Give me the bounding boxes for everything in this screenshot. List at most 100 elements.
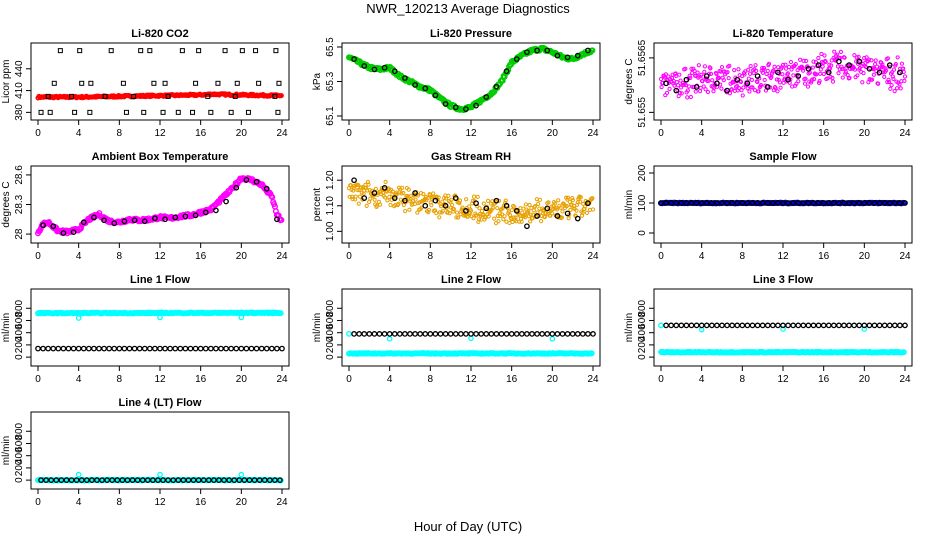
li-820-co2-plot-frame xyxy=(30,42,290,121)
line-4-lt-flow-point xyxy=(134,477,141,483)
gas-stream-rh-point xyxy=(463,208,469,214)
li-820-temperature-point xyxy=(765,68,770,73)
ambient-box-temperature-xtick-label: 24 xyxy=(276,251,288,262)
line-2-flow-point xyxy=(524,331,530,337)
li-820-co2-point xyxy=(234,80,240,86)
li-820-temperature-xtick-label: 16 xyxy=(818,128,830,139)
gas-stream-rh-point xyxy=(372,197,377,202)
gas-stream-rh-point xyxy=(390,189,396,194)
li-820-temperature-point xyxy=(830,79,836,84)
sample-flow-point xyxy=(836,200,842,206)
ambient-box-temperature-point xyxy=(202,209,209,216)
line-1-flow-point xyxy=(70,345,77,352)
li-820-pressure-series-green-line xyxy=(346,44,596,114)
sample-flow-point xyxy=(719,200,725,206)
line-3-flow-point xyxy=(703,322,710,329)
line-4-lt-flow-point xyxy=(272,477,278,483)
line-3-flow-point xyxy=(810,322,817,329)
li-820-temperature-point xyxy=(754,73,761,79)
sample-flow-point xyxy=(764,200,771,206)
line-4-lt-flow-point xyxy=(226,477,232,483)
line-2-flow-point xyxy=(361,331,368,337)
li-820-co2-point xyxy=(208,109,214,115)
gas-stream-rh-point xyxy=(350,196,355,202)
ambient-box-temperature-point xyxy=(253,178,260,185)
li-820-temperature-point xyxy=(795,73,802,79)
gas-stream-rh-point xyxy=(566,216,571,221)
li-820-pressure-ytick-label: 65.1 xyxy=(325,106,336,126)
li-820-pressure-point xyxy=(371,66,378,73)
li-820-pressure-point xyxy=(381,64,388,71)
li-820-temperature-point xyxy=(711,89,716,94)
gas-stream-rh-point xyxy=(513,208,520,214)
ambient-box-temperature-point xyxy=(131,217,138,224)
line-2-flow-point xyxy=(468,331,474,337)
li-820-temperature-point xyxy=(741,85,746,90)
li-820-pressure-point xyxy=(554,52,561,59)
line-1-flow-point xyxy=(228,345,235,352)
li-820-co2-point xyxy=(232,93,238,99)
sample-flow-point xyxy=(785,200,791,206)
gas-stream-rh-point xyxy=(553,201,558,206)
li-820-temperature-point xyxy=(696,63,701,68)
line-3-flow-point xyxy=(673,322,680,329)
line-2-flow-point xyxy=(442,331,449,337)
li-820-temperature-point xyxy=(897,69,903,76)
line-4-lt-flow-point xyxy=(190,477,197,483)
line-3-flow-point xyxy=(841,322,847,329)
line-4-lt-flow-point xyxy=(165,477,171,483)
li-820-temperature-point xyxy=(783,62,788,67)
gas-stream-rh-point xyxy=(474,213,479,218)
gas-stream-rh-point xyxy=(356,201,361,206)
line-1-flow-xtick-label: 0 xyxy=(35,374,41,385)
line-4-lt-flow-point xyxy=(221,477,227,483)
sample-flow-series-black-circle xyxy=(658,200,908,206)
gas-stream-rh-point xyxy=(449,197,454,202)
li-820-co2-point xyxy=(196,48,202,54)
gas-stream-rh-point xyxy=(351,177,357,184)
li-820-temperature-point xyxy=(902,78,907,83)
figure-title: NWR_120213 Average Diagnostics xyxy=(366,1,570,16)
ambient-box-temperature-point xyxy=(141,218,148,225)
line-4-lt-flow-point xyxy=(241,477,248,483)
li-820-temperature-point xyxy=(815,62,822,69)
line-2-flow-point xyxy=(437,331,444,337)
gas-stream-rh-ytick-label: 1.20 xyxy=(325,170,336,190)
gas-stream-rh-point xyxy=(366,182,371,187)
gas-stream-rh-xtick-label: 4 xyxy=(387,251,393,262)
li-820-temperature-point xyxy=(871,72,876,77)
ambient-box-temperature-point xyxy=(80,219,87,226)
gas-stream-rh-point xyxy=(355,188,360,193)
sample-flow-point xyxy=(688,200,695,206)
li-820-temperature-point xyxy=(856,58,863,65)
sample-flow-point xyxy=(815,200,822,206)
li-820-co2-point xyxy=(69,93,75,99)
gas-stream-rh-point xyxy=(365,179,371,185)
line-2-flow-point xyxy=(412,331,418,337)
line-4-lt-flow-point xyxy=(185,477,192,483)
li-820-temperature-point xyxy=(869,77,875,82)
li-820-temperature-point xyxy=(817,78,822,84)
line-1-flow-point xyxy=(207,345,214,352)
gas-stream-rh-point xyxy=(503,198,508,203)
line-3-flow-title: Line 3 Flow xyxy=(753,274,813,286)
gas-stream-rh-point xyxy=(523,215,528,220)
li-820-pressure-data xyxy=(346,44,596,114)
line-4-lt-flow-point xyxy=(104,477,110,483)
gas-stream-rh-point xyxy=(388,202,393,208)
li-820-temperature-point xyxy=(783,66,789,71)
line-2-flow-point xyxy=(590,331,596,337)
line-1-flow-xtick-label: 24 xyxy=(276,374,288,385)
line-2-flow-xtick-label: 0 xyxy=(346,374,352,385)
li-820-co2-point xyxy=(45,93,51,99)
ambient-box-temperature-xtick-label: 20 xyxy=(236,251,248,262)
line-1-flow-series-cyan-circle xyxy=(75,314,245,321)
li-820-temperature-point xyxy=(778,85,783,90)
gas-stream-rh-point xyxy=(536,201,541,207)
li-820-temperature-point xyxy=(726,76,731,81)
gas-stream-rh-point xyxy=(361,195,368,201)
li-820-temperature-point xyxy=(814,72,819,77)
figure-xlabel: Hour of Day (UTC) xyxy=(414,519,522,534)
li-820-temperature-point xyxy=(780,62,786,68)
